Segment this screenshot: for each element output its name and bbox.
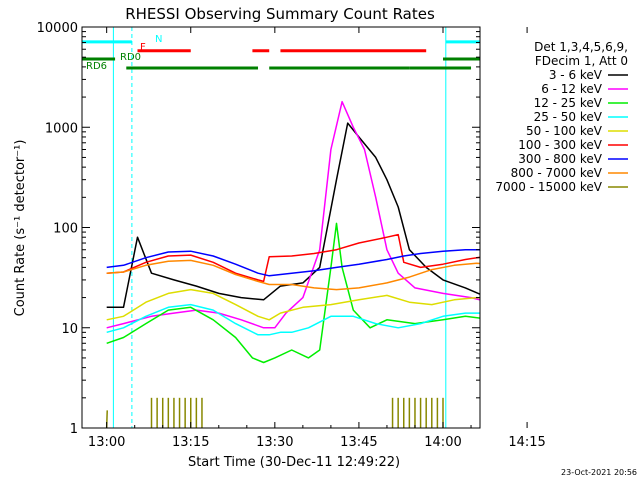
legend-label-3: 25 - 50 keV: [534, 110, 603, 124]
x-tick-label-4: 14:00: [424, 435, 461, 450]
legend-label-7: 800 - 7000 keV: [511, 166, 603, 180]
legend-label-4: 50 - 100 keV: [526, 124, 603, 138]
series-line-6: [106, 248, 480, 277]
legend-header-line-1: Det 1,3,4,5,6,9,: [534, 40, 628, 54]
legend-label-5: 100 - 300 keV: [518, 138, 602, 152]
y-tick-label-0: 1: [70, 422, 78, 437]
series-line-5: [106, 233, 480, 283]
legend-label-1: 6 - 12 keV: [541, 82, 603, 96]
generated-timestamp: 23-Oct-2021 20:56: [561, 468, 637, 477]
legend-header-line-2: FDecim 1, Att 0: [535, 54, 628, 68]
legend-label-2: 12 - 25 keV: [534, 96, 603, 110]
flag-label-n: N: [155, 34, 162, 45]
x-tick-label-5: 14:15: [508, 435, 545, 450]
flag-label-rd0: RD0: [120, 52, 141, 63]
legend-label-8: 7000 - 15000 keV: [495, 180, 602, 194]
y-tick-label-1: 10: [61, 322, 78, 337]
x-tick-label-1: 13:15: [172, 435, 209, 450]
series-line-1: [106, 100, 480, 329]
plot-frame: [81, 26, 481, 429]
flag-label-rd6: RD6: [86, 61, 107, 72]
x-tick-label-0: 13:00: [88, 435, 125, 450]
flag-label-f: F: [140, 42, 146, 53]
chart-title: RHESSI Observing Summary Count Rates: [125, 5, 435, 23]
series-line-2: [106, 222, 480, 364]
x-tick-label-3: 13:45: [340, 435, 377, 450]
y-tick-label-3: 1000: [45, 121, 78, 136]
series-line-3: [106, 303, 480, 336]
y-axis-label: Count Rate (s⁻¹ detector⁻¹): [13, 140, 28, 317]
y-tick-label-2: 100: [53, 222, 78, 237]
x-tick-label-2: 13:30: [256, 435, 293, 450]
series-line-4: [106, 288, 480, 321]
y-tick-label-4: 10000: [37, 21, 78, 36]
legend-label-0: 3 - 6 keV: [549, 68, 603, 82]
series-line-7: [106, 259, 480, 291]
series-line-0: [106, 122, 480, 309]
x-axis-label: Start Time (30-Dec-11 12:49:22): [188, 455, 400, 470]
legend-label-6: 300 - 800 keV: [518, 152, 602, 166]
